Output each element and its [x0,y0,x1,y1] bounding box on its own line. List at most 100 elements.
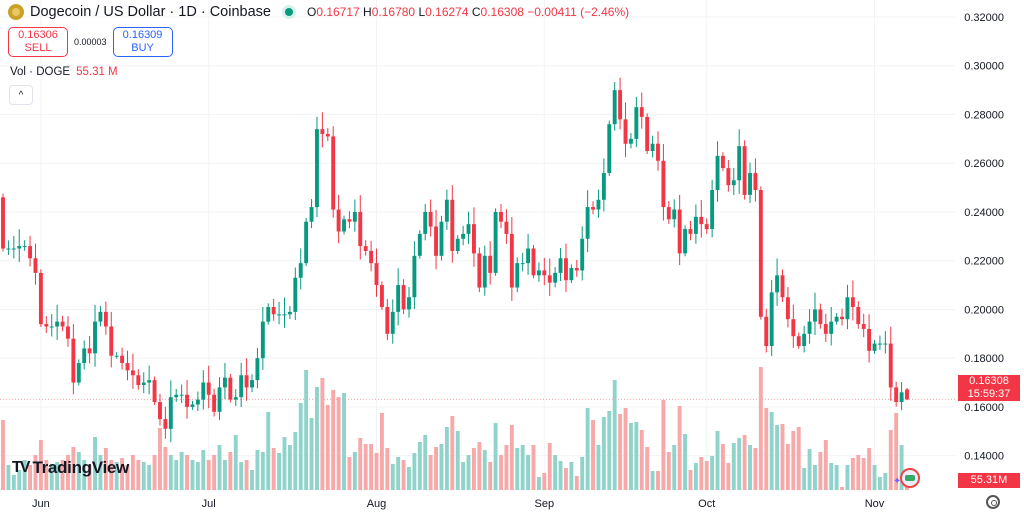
volume-bar [28,465,33,490]
buy-button[interactable]: 0.16309 BUY [112,27,173,57]
collapse-legend-button[interactable]: ^ [9,85,33,105]
candle-body [569,268,574,281]
candle-body [715,155,720,191]
candle-body [93,321,97,354]
volume-bar [704,461,709,490]
candle-body [618,90,623,120]
volume-bar [823,440,828,490]
volume-legend: Vol · DOGE 55.31 M [10,66,118,78]
candle-body [558,258,563,273]
candle-body [693,216,698,234]
candle-body [785,297,790,320]
volume-bar [569,462,574,490]
candle-body [775,275,780,293]
volume-bar [742,435,747,490]
candle-body [737,146,742,181]
candle-body [206,382,211,395]
volume-bar [542,473,547,490]
candle-body [796,336,801,346]
volume-bar [753,448,758,490]
candle-body [233,397,238,400]
candle-body [834,316,839,322]
candle-body [87,348,92,354]
price-tick-label: 0.28000 [964,109,1004,121]
candles [1,77,909,443]
volume-bar [650,471,655,490]
volume-bar [266,412,271,490]
candle-body [450,199,455,251]
volume-bar [515,448,520,490]
volume-bar [466,455,471,490]
candle-body [601,172,606,200]
volume-bar [656,471,660,490]
candle-body [28,246,33,259]
volume-bar [683,434,688,490]
candle-body [807,321,812,334]
candle-body [596,199,601,210]
volume-bar [385,448,390,490]
volume-bar [163,447,168,490]
price-tick-label: 0.26000 [964,158,1004,170]
volume-bar [693,463,698,490]
volume-bar [347,457,352,490]
sparkle-icon: ✦ [893,476,902,487]
candle-body [358,211,363,247]
bar-countdown: 15:59:37 [967,388,1011,400]
volume-bar [369,444,374,490]
candle-body [677,209,682,254]
candle-body [899,392,904,403]
candle-body [1,197,5,249]
volume-bar [125,465,130,490]
time-tick-label: Sep [535,498,555,510]
volume-bar [612,380,617,490]
candle-body [509,233,514,288]
sell-button[interactable]: 0.16306 SELL [8,27,68,57]
events-flag-icon[interactable] [900,468,920,488]
candle-body [872,343,877,351]
volume-bar [352,452,357,490]
candle-body [607,124,612,173]
symbol-title[interactable]: Dogecoin / US Dollar · 1D · Coinbase [30,4,271,20]
volume-bar [856,455,861,490]
candle-body [228,377,233,400]
volume-bar [872,465,877,490]
volume-bar [899,445,904,490]
candle-body [520,263,525,265]
volume-bar [158,428,162,490]
volume-bar [33,455,38,490]
volume-bar [358,438,363,490]
price-tick-label: 0.18000 [964,353,1004,365]
candle-body [731,180,736,186]
candle-body [320,129,325,134]
volume-bar [450,416,455,490]
volume-bar [439,444,444,490]
volume-bar [688,470,693,490]
volume-bar [802,468,807,490]
candle-body [423,211,428,234]
candle-body [60,321,65,327]
volume-bar [845,465,850,490]
candle-body [553,272,558,283]
settings-gear-icon[interactable] [986,495,1000,509]
volume-bar [17,470,22,490]
candle-body [623,119,628,144]
candle-body [17,246,22,249]
candle-body [661,160,666,208]
candle-body [331,136,336,210]
candle-body [325,133,330,137]
candle-body [504,221,509,234]
candle-body [163,419,168,429]
candle-body [493,211,498,273]
volume-bar [185,455,189,490]
candle-body [634,107,639,139]
tradingview-logo[interactable]: TV TradingView [12,458,129,477]
volume-bar [206,460,211,490]
candle-body [471,224,476,254]
volume-bar [564,468,568,490]
candle-body [547,275,552,283]
volume-bar [796,427,801,490]
candle-body [477,253,482,288]
volume-bar [731,443,736,490]
candle-body [179,394,184,396]
